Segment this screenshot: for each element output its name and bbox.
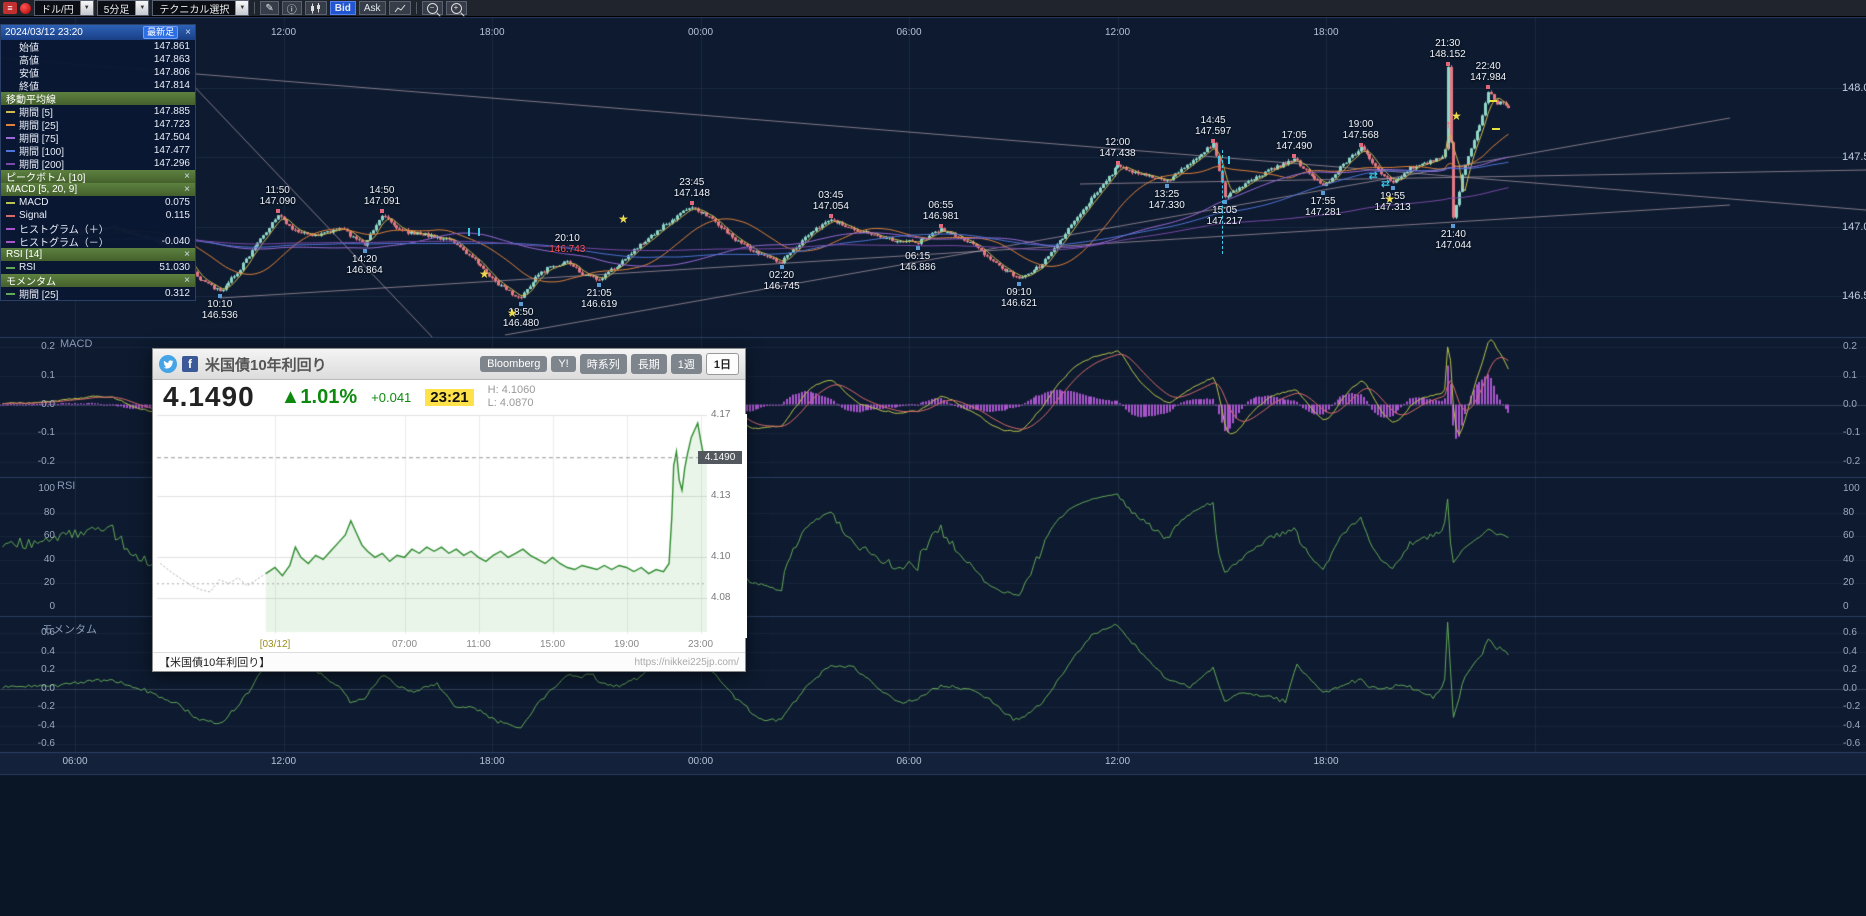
app-logo-icon[interactable] [20,3,31,14]
yield-chart-plot: 4.174.134.104.08 4.1490 [153,414,745,638]
section-rsi: RSI [14]× [1,248,195,261]
zoom-in-icon: + [451,3,462,14]
close-icon[interactable]: × [184,184,190,195]
yield-chart-canvas[interactable] [153,414,747,638]
widget-price-row: 4.1490 ▲1.01% +0.041 23:21 H: 4.1060 L: … [153,380,745,414]
indicator-value-row: 期間 [25]0.312 [1,287,195,300]
yield-low: L: 4.0870 [488,397,536,410]
widget-footer: 【米国債10年利回り】 https://nikkei225jp.com/ [153,652,745,671]
widget-tab-長期[interactable]: 長期 [631,354,667,374]
info-panel-body: 始値147.861高値147.863安値147.806終値147.814移動平均… [1,40,195,300]
facebook-icon[interactable]: f [182,356,198,372]
widget-tab-1週[interactable]: 1週 [671,354,702,374]
zoom-out-icon: − [427,3,438,14]
yield-widget-popup: f 米国債10年利回り BloombergY! 時系列長期1週1日 4.1490 … [152,348,746,672]
widget-header: f 米国債10年利回り BloombergY! 時系列長期1週1日 [153,349,745,380]
yield-change: +0.041 [371,390,411,405]
widget-tab-時系列[interactable]: 時系列 [580,354,627,374]
fx-trading-app: 12:0018:0000:0006:0012:0018:0006:0012:00… [0,0,1866,916]
draw-tool-button[interactable]: ✎ [260,1,278,15]
widget-source-link[interactable]: https://nikkei225jp.com/ [635,657,740,668]
widget-x-label: [03/12] [260,639,291,650]
widget-footer-title: 【米国債10年利回り】 [159,654,270,670]
close-icon[interactable]: × [185,27,191,38]
close-icon[interactable]: × [184,249,190,260]
widget-y-label: 4.08 [711,592,730,603]
candle-chart-button[interactable] [305,1,327,15]
widget-x-label: 07:00 [392,639,417,650]
info-icon: ⓘ [287,1,297,16]
current-yield-tag: 4.1490 [698,451,742,464]
zoom-out-button[interactable]: − [422,1,443,15]
toolbar: ≡ ドル/円 ▼ 5分足 ▼ テクニカル選択 ▼ ✎ ⓘ Bid Ask − + [0,0,1866,17]
chevron-down-icon[interactable]: ▼ [235,1,248,15]
widget-x-label: 11:00 [466,639,490,650]
technical-select[interactable]: テクニカル選択 ▼ [152,0,249,16]
widget-title: 米国債10年利回り [205,354,327,375]
section-macd: MACD [5, 20, 9]× [1,183,195,196]
indicator-info-panel: 2024/03/12 23:20 最新足 × 始値147.861高値147.86… [0,24,196,301]
widget-tab-1日[interactable]: 1日 [706,353,739,375]
pair-select[interactable]: ドル/円 ▼ [34,0,94,16]
app-menu-icon[interactable]: ≡ [3,2,17,14]
timeframe-select-value: 5分足 [98,1,136,15]
bid-button[interactable]: Bid [330,1,356,15]
timeframe-select[interactable]: 5分足 ▼ [97,0,150,16]
close-icon[interactable]: × [184,275,190,286]
widget-x-label: 23:00 [688,639,713,650]
line-chart-icon [394,3,406,14]
indicator-value-row: ヒストグラム（－）-0.040 [1,235,195,248]
yield-high: H: 4.1060 [488,384,536,397]
pair-select-value: ドル/円 [35,1,80,15]
yield-change-pct: ▲1.01% [281,386,358,409]
info-panel-header: 2024/03/12 23:20 最新足 × [1,25,195,40]
widget-y-label: 4.17 [711,409,730,420]
toolbar-separator [416,2,417,14]
ask-button[interactable]: Ask [359,1,386,15]
yield-high-low: H: 4.1060 L: 4.0870 [488,384,536,410]
widget-tab-Bloomberg[interactable]: Bloomberg [480,356,547,372]
zoom-in-button[interactable]: + [446,1,467,15]
widget-y-label: 4.10 [711,551,730,562]
chevron-down-icon[interactable]: ▼ [135,1,148,15]
yield-quote-time: 23:21 [425,389,473,406]
widget-x-label: 15:00 [540,639,565,650]
yield-value: 4.1490 [163,381,255,413]
widget-x-label: 19:00 [614,639,639,650]
line-chart-button[interactable] [389,1,411,15]
widget-tab-Y![interactable]: Y! [551,356,575,372]
candle-datetime: 2024/03/12 23:20 [5,27,83,38]
close-icon[interactable]: × [184,171,190,182]
candle-chart-icon [310,3,322,14]
widget-y-label: 4.13 [711,490,730,501]
latest-candle-badge: 最新足 [143,26,178,39]
pencil-icon: ✎ [265,3,273,14]
section-peak-bottom: ピークボトム [10]× [1,170,195,183]
indicator-value-row: MACD0.075 [1,196,195,209]
toolbar-separator [254,2,255,14]
chevron-down-icon[interactable]: ▼ [80,1,93,15]
info-button[interactable]: ⓘ [282,1,302,15]
technical-select-value: テクニカル選択 [153,1,235,15]
twitter-icon[interactable] [159,355,177,373]
widget-tab-bar: BloombergY! 時系列長期1週1日 [476,353,739,375]
